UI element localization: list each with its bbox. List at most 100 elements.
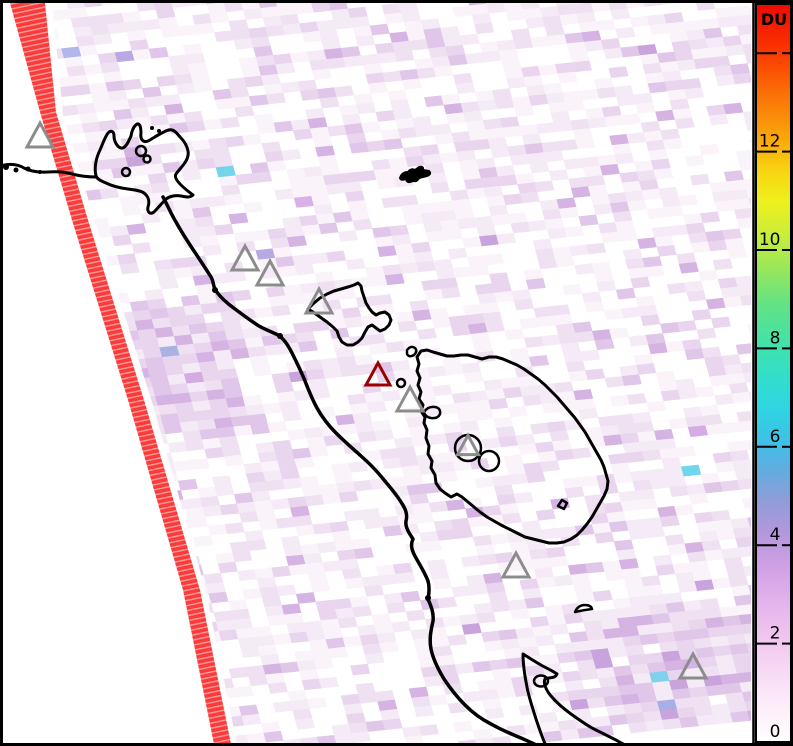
data-pixel (697, 656, 718, 668)
data-pixel (262, 402, 283, 415)
data-pixel (734, 275, 751, 288)
data-pixel (184, 439, 205, 452)
data-pixel (607, 646, 628, 659)
data-pixel (624, 190, 645, 202)
data-pixel (172, 199, 193, 211)
data-pixel (345, 258, 366, 270)
data-pixel (167, 441, 188, 453)
data-pixel (408, 38, 429, 51)
data-pixel (339, 558, 360, 571)
data-pixel (727, 701, 748, 714)
data-pixel (188, 516, 209, 529)
data-pixel (539, 653, 560, 666)
data-pixel (380, 128, 401, 141)
data-pixel (351, 538, 372, 550)
data-pixel (233, 231, 254, 244)
data-pixel (575, 398, 596, 411)
data-pixel (598, 222, 619, 234)
coast-knot (38, 170, 42, 174)
data-pixel (502, 193, 523, 206)
data-pixel (706, 365, 727, 378)
data-pixel (166, 373, 188, 386)
data-pixel (475, 157, 496, 170)
data-pixel (116, 253, 138, 265)
data-pixel (93, 101, 114, 113)
data-pixel (431, 577, 452, 590)
data-pixel (107, 22, 128, 34)
data-pixel (236, 501, 257, 514)
data-pixel (629, 595, 650, 608)
coast-knot (277, 333, 283, 339)
data-pixel (627, 654, 648, 666)
data-pixel (458, 739, 479, 744)
data-pixel (228, 405, 249, 418)
data-pixel (710, 509, 731, 522)
data-pixel (575, 137, 596, 150)
data-pixel (400, 590, 421, 603)
data-pixel (94, 168, 115, 181)
data-pixel (265, 479, 286, 491)
data-pixel (534, 634, 555, 647)
data-pixel (712, 645, 733, 657)
data-pixel (193, 148, 214, 161)
data-pixel (209, 11, 230, 24)
data-pixel (416, 67, 437, 79)
data-pixel (289, 51, 310, 64)
data-pixel (196, 225, 217, 238)
data-pixel (576, 11, 597, 24)
data-pixel (630, 276, 651, 289)
data-pixel (666, 475, 687, 488)
data-pixel (635, 488, 656, 501)
data-pixel (664, 466, 685, 479)
data-pixel (388, 224, 410, 237)
data-pixel (275, 62, 296, 75)
data-pixel (481, 698, 502, 710)
data-pixel (694, 385, 715, 398)
data-pixel (626, 586, 647, 599)
data-pixel (225, 396, 246, 409)
data-pixel (266, 160, 287, 172)
colorbar-gradient (755, 3, 792, 743)
data-pixel (597, 154, 618, 167)
data-pixel (661, 70, 683, 83)
data-pixel (565, 99, 586, 112)
data-pixel (612, 665, 633, 677)
data-pixel (192, 80, 213, 93)
data-pixel (713, 712, 734, 725)
data-pixel (247, 413, 268, 426)
data-pixel (238, 56, 259, 69)
data-pixel (318, 676, 339, 689)
data-pixel (434, 200, 455, 213)
data-pixel (477, 553, 498, 566)
data-pixel (601, 560, 622, 572)
data-pixel (277, 458, 298, 471)
data-pixel (156, 268, 177, 281)
data-pixel (213, 223, 234, 236)
data-pixel (596, 280, 617, 292)
data-pixel (245, 665, 266, 677)
data-pixel (423, 675, 444, 688)
data-pixel (277, 4, 298, 17)
data-pixel (413, 57, 434, 70)
data-pixel (742, 110, 751, 122)
data-pixel (559, 13, 580, 26)
data-pixel (639, 701, 661, 713)
data-pixel (463, 178, 484, 190)
data-pixel (388, 157, 409, 169)
data-pixel (731, 5, 751, 17)
data-pixel (409, 493, 430, 505)
data-pixel (223, 2, 244, 13)
data-pixel (279, 468, 300, 480)
data-pixel (742, 564, 751, 577)
data-pixel (428, 46, 449, 59)
data-pixel (598, 483, 619, 495)
data-pixel (238, 704, 259, 717)
data-pixel (695, 2, 716, 11)
data-pixel (514, 172, 535, 185)
data-pixel (461, 623, 482, 635)
data-pixel (124, 20, 145, 33)
volcano-marker (454, 432, 482, 457)
data-pixel (623, 577, 645, 589)
data-pixel (648, 603, 669, 616)
data-pixel (745, 119, 751, 132)
